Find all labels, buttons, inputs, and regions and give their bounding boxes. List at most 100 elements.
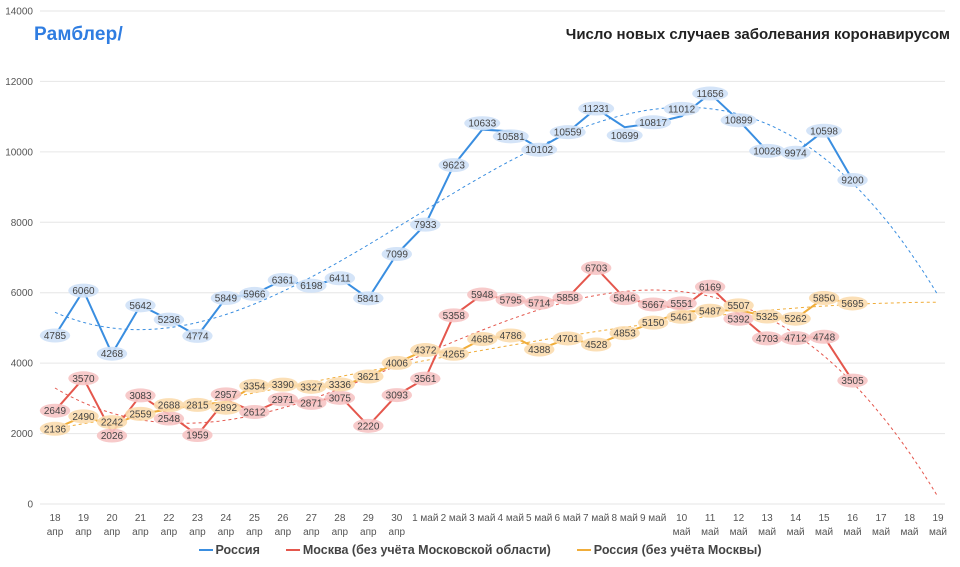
x-tick-label: май bbox=[901, 527, 919, 538]
data-label: 10633 bbox=[468, 119, 496, 130]
legend-label: Россия (без учёта Москвы) bbox=[593, 543, 762, 557]
rambler-logo: Рамблер/ bbox=[34, 24, 123, 45]
x-tick-label: апр bbox=[218, 527, 235, 538]
data-label: 3083 bbox=[129, 391, 152, 402]
data-label: 2490 bbox=[72, 412, 95, 423]
x-tick-label: апр bbox=[189, 527, 206, 538]
data-label: 10699 bbox=[611, 131, 639, 142]
x-tick-label: май bbox=[872, 527, 890, 538]
data-label: 2220 bbox=[357, 421, 380, 432]
legend-item-moscow: Москва (без учёта Московской области) bbox=[285, 543, 551, 557]
data-label: 2892 bbox=[215, 403, 238, 414]
data-label-bubble bbox=[68, 409, 99, 424]
data-label-bubble bbox=[578, 101, 615, 116]
data-label: 3390 bbox=[272, 380, 295, 391]
x-tick-label: 28 bbox=[334, 513, 346, 524]
y-tick-label: 4000 bbox=[11, 359, 34, 370]
x-tick-label: 5 май bbox=[526, 513, 552, 524]
data-label: 5948 bbox=[471, 290, 494, 301]
data-label-bubble bbox=[495, 292, 526, 307]
data-label-bubble bbox=[68, 371, 99, 386]
legend-label: Россия bbox=[215, 543, 260, 557]
data-label: 3336 bbox=[329, 380, 352, 391]
data-label-bubble bbox=[552, 331, 583, 346]
data-label: 6198 bbox=[300, 281, 323, 292]
legend-item-russia: Россия bbox=[198, 543, 260, 557]
data-label-bubble bbox=[609, 326, 640, 341]
data-label: 3561 bbox=[414, 374, 437, 385]
data-label: 4748 bbox=[813, 332, 836, 343]
legend: Россия Москва (без учёта Московской обла… bbox=[0, 543, 960, 557]
data-label-bubble bbox=[694, 303, 726, 318]
x-tick-label: апр bbox=[75, 527, 92, 538]
x-tick-label: апр bbox=[246, 527, 263, 538]
data-label-bubble bbox=[666, 296, 697, 311]
data-label-bubble bbox=[39, 403, 71, 418]
x-tick-label: 27 bbox=[306, 513, 318, 524]
data-label-bubble bbox=[324, 271, 356, 286]
data-label: 3621 bbox=[357, 372, 380, 383]
data-label: 5667 bbox=[642, 300, 665, 311]
x-tick-label: май bbox=[815, 527, 833, 538]
legend-item-russia-without-moscow: Россия (без учёта Москвы) bbox=[576, 543, 762, 557]
x-tick-label: 20 bbox=[106, 513, 118, 524]
data-label-bubble bbox=[182, 428, 213, 443]
data-label-bubble bbox=[96, 346, 128, 361]
y-tick-label: 8000 bbox=[11, 218, 34, 229]
data-label: 11012 bbox=[668, 104, 696, 115]
y-tick-label: 12000 bbox=[5, 77, 33, 88]
data-label: 5507 bbox=[727, 301, 750, 312]
data-label-bubble bbox=[837, 173, 868, 188]
x-tick-label: 2 май bbox=[441, 513, 467, 524]
x-tick-label: 14 bbox=[790, 513, 802, 524]
data-label: 3570 bbox=[72, 374, 95, 385]
data-label: 9200 bbox=[841, 176, 864, 187]
data-label: 4853 bbox=[614, 329, 637, 340]
data-label: 6703 bbox=[585, 263, 608, 274]
data-label-bubble bbox=[381, 247, 413, 262]
x-tick-label: апр bbox=[332, 527, 349, 538]
x-tick-label: май bbox=[673, 527, 691, 538]
data-label: 10559 bbox=[554, 128, 582, 139]
data-label: 5551 bbox=[671, 299, 694, 310]
x-tick-label: 17 bbox=[875, 513, 887, 524]
x-tick-label: 4 май bbox=[498, 513, 524, 524]
data-label-bubble bbox=[68, 283, 99, 298]
trendline bbox=[54, 301, 938, 429]
data-label-bubble bbox=[492, 129, 529, 144]
data-label: 2612 bbox=[243, 408, 266, 419]
data-label-bubble bbox=[808, 290, 840, 305]
x-tick-label: 19 bbox=[78, 513, 90, 524]
data-label-bubble bbox=[749, 143, 786, 158]
x-tick-label: 7 май bbox=[583, 513, 609, 524]
data-label: 5714 bbox=[528, 298, 551, 309]
x-tick-label: апр bbox=[275, 527, 292, 538]
data-label-bubble bbox=[580, 260, 612, 275]
data-label: 4006 bbox=[386, 358, 409, 369]
x-tick-label: апр bbox=[161, 527, 178, 538]
data-label-bubble bbox=[464, 116, 501, 131]
data-label-bubble bbox=[410, 217, 441, 232]
data-label: 5236 bbox=[158, 315, 181, 326]
data-label-bubble bbox=[410, 343, 441, 358]
data-label-bubble bbox=[609, 291, 640, 306]
data-label-bubble bbox=[239, 286, 270, 301]
data-label-bubble bbox=[353, 418, 384, 433]
data-label: 3505 bbox=[841, 376, 864, 387]
y-tick-label: 0 bbox=[27, 500, 33, 511]
y-tick-label: 14000 bbox=[5, 7, 33, 18]
data-label: 2971 bbox=[272, 395, 295, 406]
data-label: 10102 bbox=[525, 145, 553, 156]
data-label: 5846 bbox=[614, 294, 637, 305]
data-label: 5358 bbox=[443, 311, 466, 322]
data-label-bubble bbox=[410, 371, 441, 386]
x-tick-label: апр bbox=[389, 527, 406, 538]
data-label: 1959 bbox=[186, 431, 209, 442]
x-tick-label: 11 bbox=[705, 513, 716, 524]
data-label: 7933 bbox=[414, 220, 437, 231]
data-label-bubble bbox=[39, 421, 71, 436]
data-label: 3354 bbox=[243, 381, 266, 392]
data-label-bubble bbox=[635, 115, 672, 130]
data-label: 5849 bbox=[215, 294, 238, 305]
data-label-bubble bbox=[666, 309, 697, 324]
